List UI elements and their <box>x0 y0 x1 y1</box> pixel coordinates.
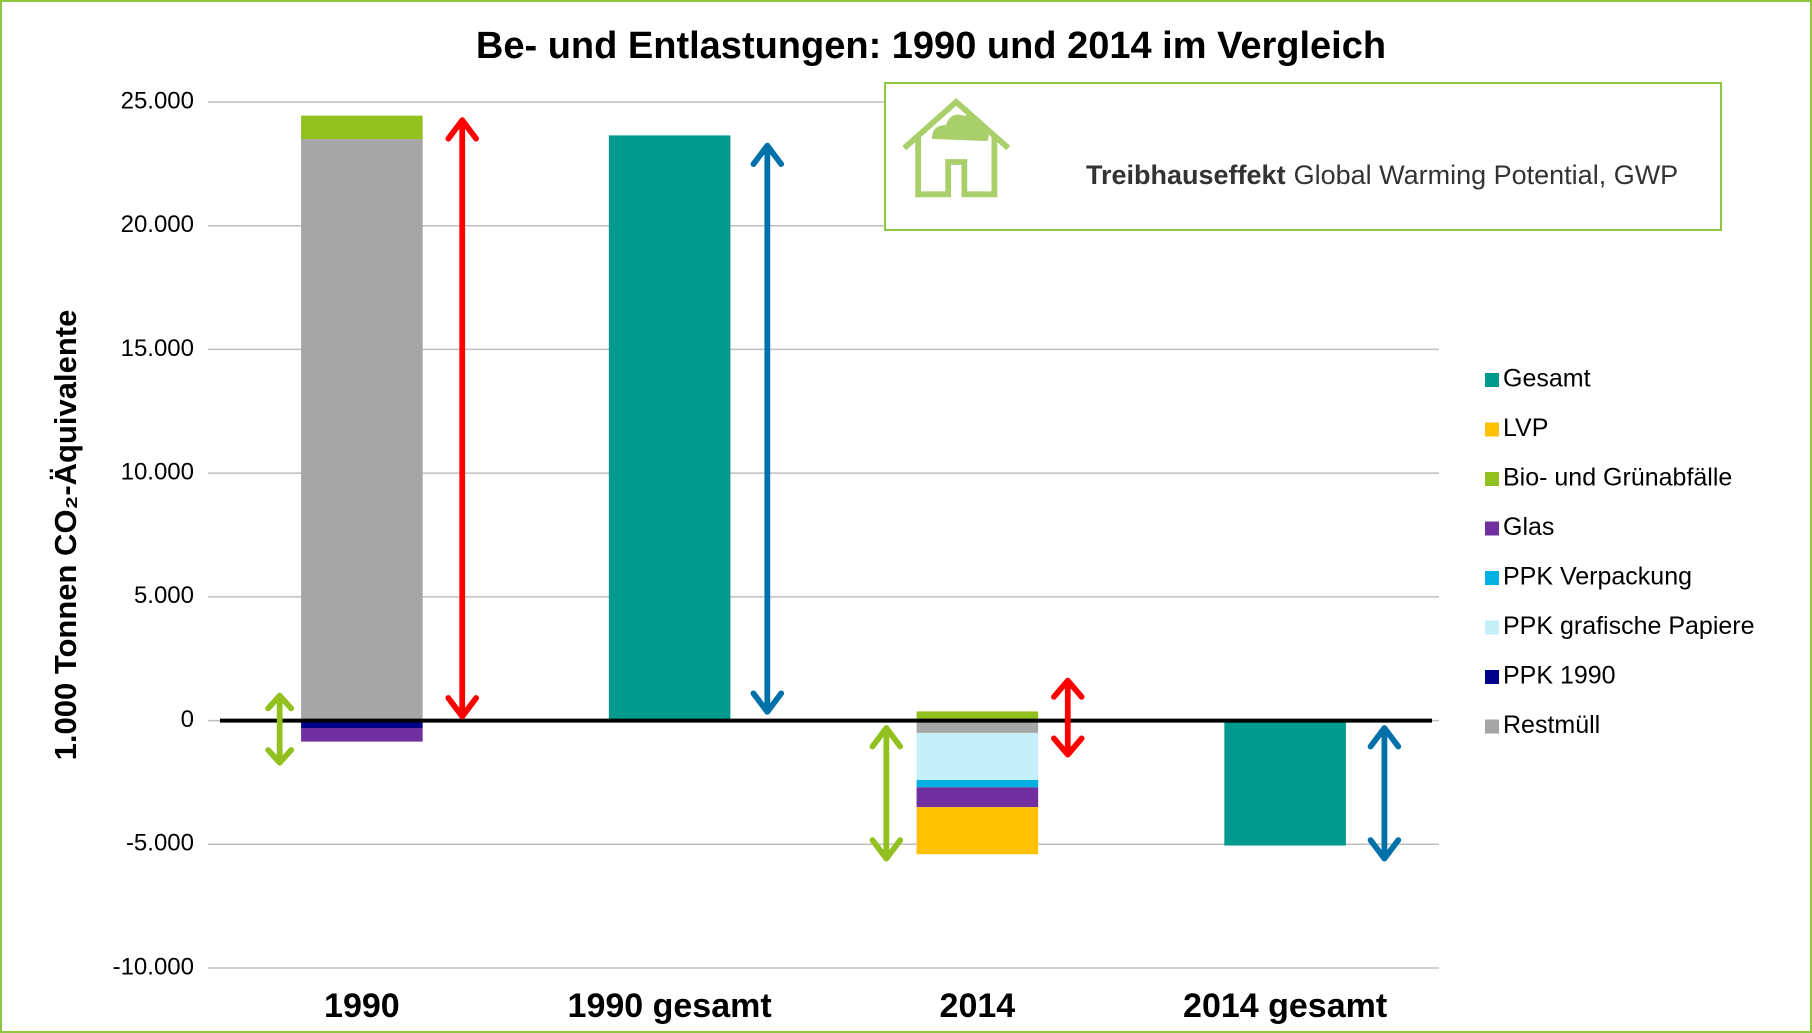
y-tick-label: 20.000 <box>121 211 194 238</box>
bar-segment <box>608 135 731 721</box>
plot: -10.000 -5.000 0 5.000 10.000 15.000 20.000 25.… <box>113 87 1755 1025</box>
legend-label: PPK Verpackung <box>1503 563 1692 591</box>
legend-swatch <box>1485 620 1499 635</box>
arrow <box>265 692 295 766</box>
bar-segment <box>301 727 423 742</box>
x-tick-label: 1990 <box>324 987 400 1025</box>
legend-label: Restmüll <box>1503 711 1600 739</box>
legend-swatch <box>1485 422 1499 437</box>
legend-swatch <box>1485 719 1499 734</box>
chart-title: Be- und Entlastungen: 1990 und 2014 im V… <box>476 25 1386 67</box>
legend-label: PPK 1990 <box>1503 662 1616 690</box>
bar-segment <box>916 732 1039 780</box>
arrow <box>869 725 904 862</box>
y-tick-label: 10.000 <box>121 458 194 485</box>
bar-segment <box>301 115 423 140</box>
bar-segment <box>1224 720 1346 846</box>
legend-swatch <box>1485 670 1499 684</box>
arrow <box>1051 677 1085 758</box>
bar-segment <box>916 779 1039 788</box>
legend-label: Gesamt <box>1503 365 1591 393</box>
logo-frame <box>884 82 1722 231</box>
bar-segment <box>916 720 1039 733</box>
y-tick-label: 25.000 <box>121 87 194 114</box>
x-tick-label: 2014 <box>940 987 1016 1025</box>
logo-box: Treibhauseffekt Global Warming Potential,… <box>884 82 1722 231</box>
legend-swatch <box>1485 571 1499 585</box>
arrow <box>750 142 785 715</box>
y-tick-label: -10.000 <box>113 953 194 980</box>
arrow <box>445 117 479 720</box>
house-icon <box>902 98 1011 198</box>
legend-label: LVP <box>1503 414 1548 442</box>
y-tick-label: 0 <box>181 706 194 733</box>
arrow <box>1367 725 1402 862</box>
x-tick-label: 2014 gesamt <box>1183 987 1387 1025</box>
legend-label: Glas <box>1503 513 1554 541</box>
legend-label: Bio- und Grünabfälle <box>1503 464 1732 492</box>
logo-text-bold: Treibhauseffekt <box>1086 160 1286 190</box>
logo-text: Treibhauseffekt Global Warming Potential,… <box>1086 160 1678 190</box>
legend-label: PPK grafische Papiere <box>1503 612 1755 640</box>
bar-segment <box>301 720 423 728</box>
logo-text-rest: Global Warming Potential, GWP <box>1294 160 1679 190</box>
y-tick-label: -5.000 <box>126 830 194 857</box>
arrows <box>265 117 1402 862</box>
legend-swatch <box>1485 472 1499 486</box>
bar-segment <box>916 807 1039 855</box>
x-tick-label: 1990 gesamt <box>568 987 772 1025</box>
bar-segment <box>916 711 1039 721</box>
y-tick-label: 5.000 <box>134 582 194 609</box>
legend-swatch <box>1485 521 1499 536</box>
legend-swatch <box>1485 373 1499 387</box>
y-tick-label: 15.000 <box>121 335 194 362</box>
bar-segment <box>301 139 423 721</box>
y-axis-label: 1.000 Tonnen CO₂-Äquivalente <box>48 310 83 761</box>
bar-segment <box>916 787 1039 808</box>
